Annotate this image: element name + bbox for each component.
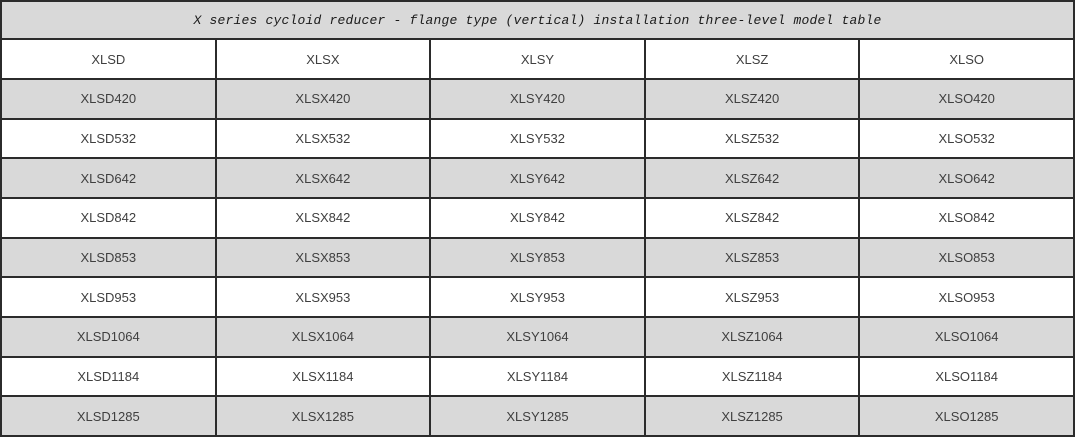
model-cell: XLSZ1064 xyxy=(643,315,861,358)
table-row: XLSD642 XLSX642 XLSY642 XLSZ642 XLSO642 xyxy=(0,157,1075,199)
model-cell: XLSD1285 xyxy=(0,395,217,437)
model-cell: XLSZ532 xyxy=(643,117,861,160)
model-cell: XLSX953 xyxy=(214,276,432,318)
column-header-xlsy: XLSY xyxy=(429,38,646,80)
model-cell: XLSD1064 xyxy=(0,315,217,358)
model-cell: XLSY420 xyxy=(429,78,646,120)
column-header-xlsz: XLSZ xyxy=(643,38,861,80)
model-cell: XLSY1184 xyxy=(429,355,646,398)
model-cell: XLSO642 xyxy=(858,157,1075,199)
table-row: XLSD532 XLSX532 XLSY532 XLSZ532 XLSO532 xyxy=(0,117,1075,160)
model-cell: XLSZ842 xyxy=(643,196,861,239)
model-cell: XLSZ1184 xyxy=(643,355,861,398)
model-cell: XLSY953 xyxy=(429,276,646,318)
model-cell: XLSX1064 xyxy=(214,315,432,358)
model-cell: XLSX842 xyxy=(214,196,432,239)
model-cell: XLSY1064 xyxy=(429,315,646,358)
model-cell: XLSO420 xyxy=(858,78,1075,120)
model-cell: XLSX853 xyxy=(214,236,432,279)
model-cell: XLSD1184 xyxy=(0,355,217,398)
model-cell: XLSD420 xyxy=(0,78,217,120)
table-title-row: X series cycloid reducer - flange type (… xyxy=(0,0,1075,40)
model-cell: XLSZ642 xyxy=(643,157,861,199)
model-cell: XLSD853 xyxy=(0,236,217,279)
model-cell: XLSY853 xyxy=(429,236,646,279)
table-row: XLSD953 XLSX953 XLSY953 XLSZ953 XLSO953 xyxy=(0,276,1075,318)
model-cell: XLSX642 xyxy=(214,157,432,199)
table-row: XLSD420 XLSX420 XLSY420 XLSZ420 XLSO420 xyxy=(0,78,1075,120)
column-header-xlso: XLSO xyxy=(858,38,1075,80)
table-row: XLSD1285 XLSX1285 XLSY1285 XLSZ1285 XLSO1285 xyxy=(0,395,1075,437)
model-cell: XLSY842 xyxy=(429,196,646,239)
table-header-row: XLSD XLSX XLSY XLSZ XLSO xyxy=(0,38,1075,80)
model-cell: XLSD953 xyxy=(0,276,217,318)
model-cell: XLSZ1285 xyxy=(643,395,861,437)
model-cell: XLSX532 xyxy=(214,117,432,160)
model-cell: XLSZ853 xyxy=(643,236,861,279)
model-cell: XLSO953 xyxy=(858,276,1075,318)
model-cell: XLSO853 xyxy=(858,236,1075,279)
table-row: XLSD842 XLSX842 XLSY842 XLSZ842 XLSO842 xyxy=(0,196,1075,239)
model-cell: XLSZ953 xyxy=(643,276,861,318)
model-cell: XLSX420 xyxy=(214,78,432,120)
table-row: XLSD1064 XLSX1064 XLSY1064 XLSZ1064 XLSO1064 xyxy=(0,315,1075,358)
model-cell: XLSX1285 xyxy=(214,395,432,437)
model-cell: XLSD532 xyxy=(0,117,217,160)
model-cell: XLSD642 xyxy=(0,157,217,199)
table-row: XLSD853 XLSX853 XLSY853 XLSZ853 XLSO853 xyxy=(0,236,1075,279)
model-cell: XLSY642 xyxy=(429,157,646,199)
model-cell: XLSZ420 xyxy=(643,78,861,120)
model-cell: XLSD842 xyxy=(0,196,217,239)
model-cell: XLSO1064 xyxy=(858,315,1075,358)
model-cell: XLSY1285 xyxy=(429,395,646,437)
model-cell: XLSO1285 xyxy=(858,395,1075,437)
column-header-xlsd: XLSD xyxy=(0,38,217,80)
model-cell: XLSX1184 xyxy=(214,355,432,398)
table-title: X series cycloid reducer - flange type (… xyxy=(0,0,1075,40)
model-cell: XLSO532 xyxy=(858,117,1075,160)
model-cell: XLSO1184 xyxy=(858,355,1075,398)
column-header-xlsx: XLSX xyxy=(214,38,432,80)
model-cell: XLSY532 xyxy=(429,117,646,160)
table-row: XLSD1184 XLSX1184 XLSY1184 XLSZ1184 XLSO1184 xyxy=(0,355,1075,398)
model-cell: XLSO842 xyxy=(858,196,1075,239)
